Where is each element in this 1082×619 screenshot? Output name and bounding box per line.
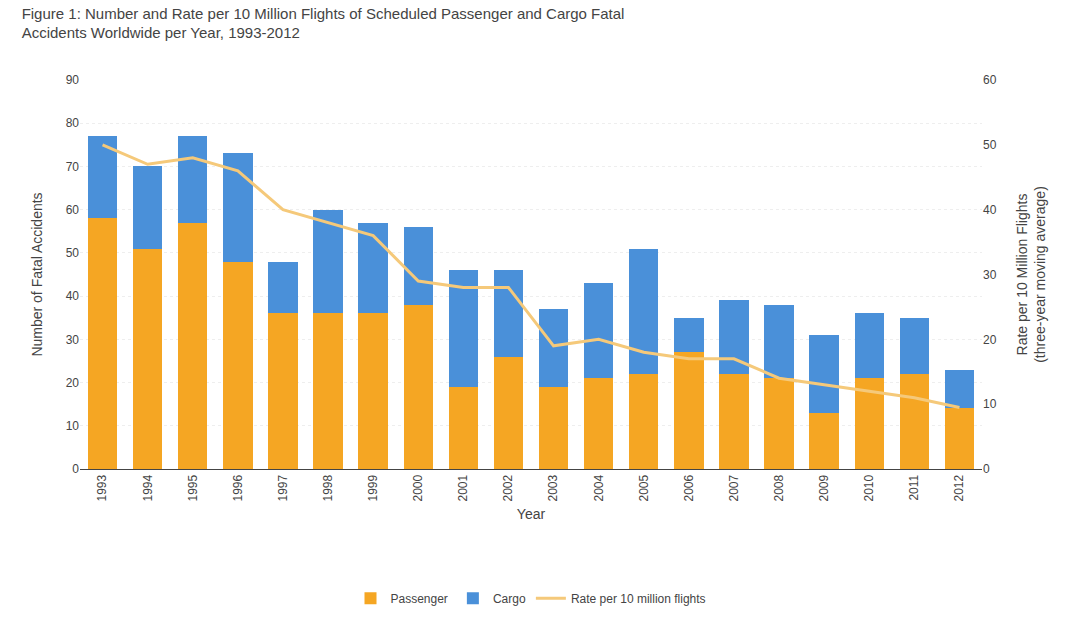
svg-text:2011: 2011 [907, 474, 921, 500]
svg-text:70: 70 [66, 160, 80, 174]
svg-text:30: 30 [983, 268, 997, 282]
svg-text:2004: 2004 [592, 474, 606, 501]
svg-text:1999: 1999 [366, 474, 380, 501]
svg-text:2003: 2003 [546, 474, 560, 501]
svg-text:2010: 2010 [862, 474, 876, 501]
svg-text:60: 60 [66, 203, 80, 217]
svg-text:Rate per 10 Million Flights(th: Rate per 10 Million Flights(three-year m… [1014, 186, 1048, 363]
svg-text:40: 40 [983, 203, 997, 217]
svg-text:Rate per 10 million flights: Rate per 10 million flights [571, 592, 706, 606]
svg-text:Figure 1: Number and Rate per: Figure 1: Number and Rate per 10 Million… [22, 5, 625, 42]
svg-text:2007: 2007 [727, 474, 741, 501]
svg-text:90: 90 [66, 73, 80, 87]
svg-text:10: 10 [66, 419, 80, 433]
svg-text:Passenger: Passenger [391, 592, 448, 606]
svg-text:0: 0 [983, 462, 990, 476]
svg-text:2009: 2009 [817, 474, 831, 501]
svg-text:1998: 1998 [321, 474, 335, 501]
svg-text:2006: 2006 [682, 474, 696, 501]
svg-text:1995: 1995 [186, 474, 200, 501]
svg-text:10: 10 [983, 397, 997, 411]
svg-text:1993: 1993 [95, 474, 109, 501]
svg-text:0: 0 [72, 462, 79, 476]
svg-text:20: 20 [983, 333, 997, 347]
svg-text:30: 30 [66, 333, 80, 347]
svg-text:80: 80 [66, 116, 80, 130]
svg-text:2008: 2008 [772, 474, 786, 501]
svg-text:1996: 1996 [231, 474, 245, 501]
svg-text:20: 20 [66, 376, 80, 390]
svg-text:2000: 2000 [411, 474, 425, 501]
svg-text:2005: 2005 [637, 474, 651, 501]
svg-text:40: 40 [66, 289, 80, 303]
svg-text:50: 50 [66, 246, 80, 260]
svg-text:Number of Fatal Accidents: Number of Fatal Accidents [29, 192, 45, 356]
svg-text:50: 50 [983, 138, 997, 152]
svg-text:1994: 1994 [141, 474, 155, 501]
svg-text:2012: 2012 [952, 474, 966, 501]
svg-text:2001: 2001 [456, 474, 470, 501]
svg-text:1997: 1997 [276, 474, 290, 501]
svg-text:Cargo: Cargo [493, 592, 526, 606]
svg-text:Year: Year [517, 506, 546, 522]
svg-text:2002: 2002 [501, 474, 515, 501]
svg-text:60: 60 [983, 73, 997, 87]
